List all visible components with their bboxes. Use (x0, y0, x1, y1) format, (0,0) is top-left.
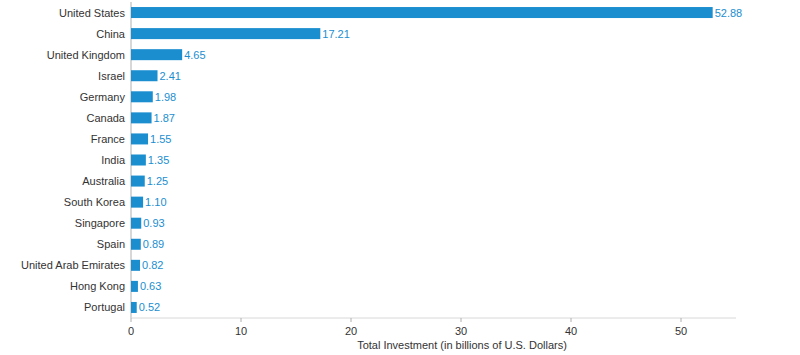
bar (131, 281, 138, 292)
data-label: 4.65 (184, 49, 205, 61)
x-tick (681, 318, 682, 322)
category-label: United Kingdom (47, 49, 125, 61)
bar (131, 302, 137, 313)
x-tick-label: 30 (455, 325, 467, 337)
data-label: 1.10 (145, 196, 166, 208)
bar (131, 91, 153, 102)
bar (131, 155, 146, 166)
bar (131, 7, 713, 18)
category-label: United Arab Emirates (21, 259, 125, 271)
category-label: Singapore (75, 217, 125, 229)
category-label: Israel (98, 70, 125, 82)
data-label: 1.55 (150, 133, 171, 145)
bar (131, 70, 158, 81)
data-label: 1.35 (148, 154, 169, 166)
data-label: 17.21 (322, 28, 350, 40)
x-tick-label: 0 (128, 325, 134, 337)
category-label: China (96, 28, 126, 40)
category-label: France (91, 133, 125, 145)
bar (131, 112, 152, 123)
x-tick (571, 318, 572, 322)
x-tick (241, 318, 242, 322)
category-label: South Korea (64, 196, 126, 208)
category-label: India (101, 154, 126, 166)
bar (131, 49, 182, 60)
data-label: 1.87 (154, 112, 175, 124)
x-tick-label: 50 (675, 325, 687, 337)
data-label: 0.89 (143, 238, 164, 250)
bar (131, 218, 141, 229)
x-axis-line (131, 318, 736, 319)
bar (131, 28, 320, 39)
x-tick (131, 318, 132, 322)
bar (131, 260, 140, 271)
x-axis-title: Total Investment (in billions of U.S. Do… (357, 339, 567, 351)
data-label: 1.25 (147, 175, 168, 187)
data-label: 0.52 (139, 301, 160, 313)
bars (131, 7, 713, 313)
data-label: 2.41 (160, 70, 181, 82)
x-tick-label: 10 (235, 325, 247, 337)
category-label: Canada (86, 112, 125, 124)
x-tick-label: 20 (345, 325, 357, 337)
bar (131, 239, 141, 250)
chart-svg: 0 10 20 30 40 50 Total Investment (in billions… (0, 0, 800, 355)
category-label: Portugal (84, 301, 125, 313)
data-label: 0.82 (142, 259, 163, 271)
bar (131, 133, 148, 144)
x-tick (461, 318, 462, 322)
category-label: Germany (80, 91, 126, 103)
bar (131, 176, 145, 187)
bar (131, 197, 143, 208)
category-label: United States (59, 7, 126, 19)
category-label: Spain (97, 238, 125, 250)
chart-container: 0 10 20 30 40 50 Total Investment (in billions… (0, 0, 800, 355)
category-label: Australia (82, 175, 126, 187)
data-label: 0.93 (143, 217, 164, 229)
data-label: 1.98 (155, 91, 176, 103)
data-label: 0.63 (140, 280, 161, 292)
category-label: Hong Kong (70, 280, 125, 292)
x-tick-label: 40 (565, 325, 577, 337)
x-tick (351, 318, 352, 322)
data-label: 52.88 (715, 7, 743, 19)
